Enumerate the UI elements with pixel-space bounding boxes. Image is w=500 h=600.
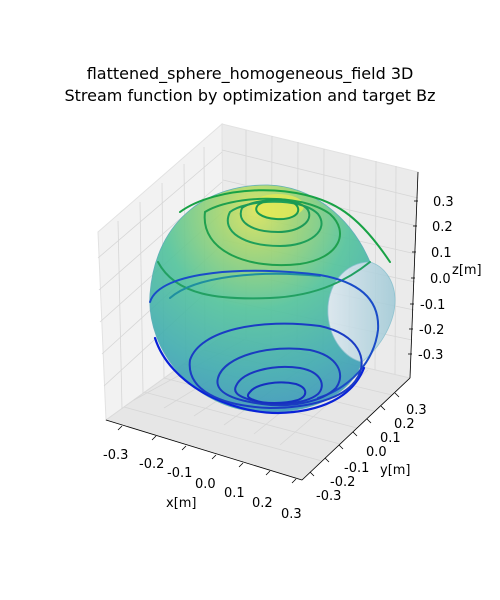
z-axis: 0.3 0.2 0.1 0.0 -0.1 -0.2 -0.3 z[m] xyxy=(408,195,482,363)
contour-green-3 xyxy=(227,200,323,248)
x-axis: -0.3 -0.2 -0.1 0.0 0.1 0.2 0.3 x[m] xyxy=(103,425,302,522)
chart-subtitle: Stream function by optimization and targ… xyxy=(64,86,436,105)
z-tick-label: 0.0 xyxy=(430,272,451,287)
z-tick-label: 0.3 xyxy=(433,195,454,210)
contour-blue-4 xyxy=(216,347,341,407)
x-tick-label: 0.3 xyxy=(281,507,302,522)
contour-teal xyxy=(169,272,321,299)
y-tick-label: 0.1 xyxy=(380,431,401,446)
x-tick-label: -0.2 xyxy=(139,457,164,472)
x-tick-label: 0.2 xyxy=(252,496,273,511)
y-tick-label: -0.3 xyxy=(316,489,341,504)
y-tick-label: 0.2 xyxy=(394,417,415,432)
contour-green-6 xyxy=(157,261,371,300)
contour-blue-5 xyxy=(234,366,323,405)
z-tick-label: 0.1 xyxy=(431,246,452,261)
axis-lines xyxy=(105,171,419,481)
contour-blue-3 xyxy=(188,322,363,410)
contour-green-2 xyxy=(203,197,341,267)
y-axis: -0.3 -0.2 -0.1 0.0 0.1 0.2 0.3 y[m] xyxy=(309,392,427,504)
y-axis-label: y[m] xyxy=(380,463,411,478)
contour-lines xyxy=(149,189,391,415)
x-tick-label: -0.3 xyxy=(103,448,128,463)
y-tick-label: 0.0 xyxy=(366,445,387,460)
z-tick-label: -0.1 xyxy=(420,298,445,313)
y-tick-label: 0.3 xyxy=(406,403,427,418)
contour-green-1 xyxy=(179,189,391,263)
contour-blue-2 xyxy=(153,336,366,415)
y-tick-label: -0.2 xyxy=(330,475,355,490)
y-tick-label: -0.1 xyxy=(344,461,369,476)
x-tick-label: 0.1 xyxy=(224,486,245,501)
z-axis-label: z[m] xyxy=(452,263,482,278)
contour-blue-6 xyxy=(246,381,307,404)
chart-title: flattened_sphere_homogeneous_field 3D xyxy=(86,64,414,83)
z-tick-label: 0.2 xyxy=(432,220,453,235)
z-tick-label: -0.2 xyxy=(419,323,444,338)
x-tick-label: 0.0 xyxy=(195,477,216,492)
z-tick-label: -0.3 xyxy=(418,348,443,363)
contour-green-5 xyxy=(255,198,300,221)
x-tick-label: -0.1 xyxy=(167,466,192,481)
x-axis-label: x[m] xyxy=(166,496,197,511)
